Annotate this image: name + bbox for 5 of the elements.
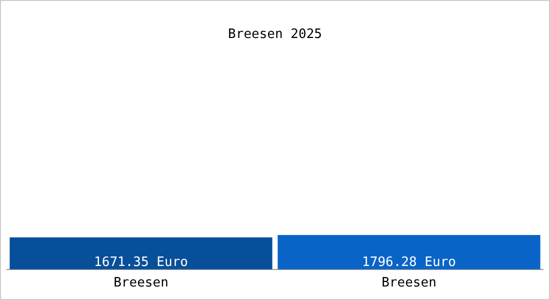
data-label: 1671.35 Euro (94, 254, 188, 270)
chart-title: Breesen 2025 (228, 27, 322, 42)
data-label: 1796.28 Euro (362, 254, 456, 270)
x-tick-label: Breesen (114, 276, 168, 291)
x-tick-label: Breesen (382, 276, 436, 291)
